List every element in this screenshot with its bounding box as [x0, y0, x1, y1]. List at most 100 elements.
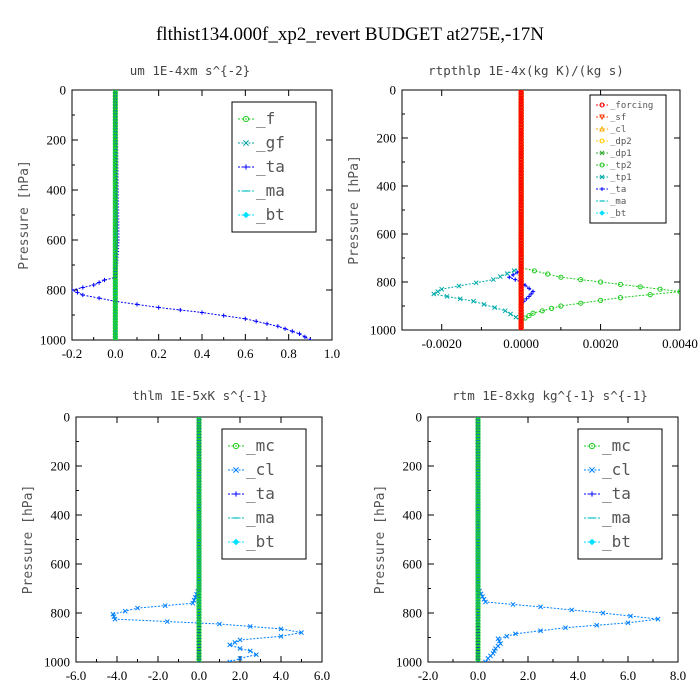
legend-label: _bt [256, 205, 285, 224]
series-marker [475, 598, 481, 604]
plot-area [110, 417, 304, 662]
series-marker [510, 601, 516, 607]
legend-item: _ta [228, 484, 275, 503]
series-marker [518, 240, 524, 246]
series-marker [518, 246, 524, 252]
series-marker [196, 437, 202, 443]
series-marker [134, 302, 140, 307]
series-marker [518, 203, 524, 209]
series-marker [569, 607, 575, 613]
series-marker [504, 271, 510, 277]
series-marker [112, 182, 118, 188]
series-marker [112, 233, 118, 239]
legend-label: _ta [246, 484, 275, 503]
legend-item: _tp1 [596, 173, 632, 183]
x-tick-label: -0.0020 [422, 336, 462, 351]
series-marker [196, 566, 202, 572]
series-marker [196, 461, 202, 467]
series-marker [475, 525, 481, 531]
series-marker [475, 644, 481, 651]
series-marker [196, 510, 202, 516]
series-marker [112, 331, 118, 337]
legend-item: _sf [596, 113, 626, 123]
series-marker [518, 310, 524, 316]
x-tick-label: 0.0 [191, 668, 207, 683]
series-marker [475, 574, 481, 581]
legend-label: _sf [610, 113, 626, 123]
legend-marker [232, 442, 240, 450]
series-marker [196, 539, 202, 546]
series-marker [475, 615, 481, 621]
series-marker [475, 592, 481, 598]
y-tick-label: 800 [403, 606, 423, 621]
series-marker [485, 655, 491, 661]
series-marker [578, 277, 584, 283]
plot-area [475, 417, 661, 662]
series-line [112, 417, 302, 662]
series-marker [112, 334, 118, 340]
series-marker [237, 646, 243, 651]
series-marker [518, 266, 524, 272]
series-marker [518, 104, 524, 110]
series-marker [518, 90, 524, 93]
series-marker [508, 311, 514, 317]
series-marker [112, 167, 118, 173]
series-mc [196, 417, 202, 662]
series-marker [518, 139, 524, 145]
series-marker [518, 243, 524, 249]
x-tick-label: 1.0 [324, 346, 340, 361]
y-tick-label: 600 [403, 557, 423, 572]
series-marker [617, 295, 624, 301]
series-marker [518, 107, 524, 113]
series-marker [475, 539, 481, 546]
series-marker [196, 519, 202, 525]
legend-label: _forcing [610, 101, 653, 111]
series-marker [112, 135, 118, 141]
x-tick-label: -6.0 [66, 668, 87, 683]
series-marker [196, 469, 202, 476]
series-line [432, 90, 522, 330]
series-marker [475, 423, 481, 429]
legend-item: _ma [238, 181, 285, 200]
series-marker [112, 215, 118, 221]
y-tick-label: 1000 [396, 655, 422, 670]
series-marker [475, 493, 481, 499]
series-marker [475, 566, 481, 572]
x-tick-label: -0.2 [62, 346, 83, 361]
series-marker [112, 194, 118, 200]
legend-marker [242, 211, 250, 219]
series-marker [196, 630, 202, 636]
series-marker [518, 96, 524, 102]
series-marker [637, 284, 643, 290]
series-marker [112, 248, 118, 254]
series-marker [475, 458, 481, 464]
legend-label: _ma [602, 508, 631, 527]
legend-label: _bt [610, 209, 626, 219]
series-marker [196, 452, 202, 458]
series-marker [526, 286, 532, 291]
legend-label: _ta [610, 185, 626, 195]
series-marker [475, 504, 481, 511]
series-marker [518, 223, 524, 229]
series-marker [518, 174, 524, 180]
series-marker [196, 618, 202, 624]
series-marker [278, 626, 284, 632]
series-marker [531, 268, 537, 274]
series-marker [435, 289, 441, 295]
series-marker [196, 627, 202, 633]
series-marker [518, 101, 524, 108]
series-marker [518, 153, 524, 160]
series-marker [254, 319, 259, 324]
series-marker [518, 298, 524, 304]
series-marker [196, 554, 202, 560]
series-marker [196, 609, 202, 616]
legend-item: _ma [228, 508, 275, 527]
series-marker [112, 126, 118, 132]
series-marker [112, 158, 118, 165]
series-marker [518, 229, 524, 235]
series-marker [475, 589, 481, 595]
series-marker [196, 548, 202, 554]
series-marker [196, 490, 202, 496]
y-tick-label: 400 [403, 508, 423, 523]
series-marker [518, 292, 524, 298]
